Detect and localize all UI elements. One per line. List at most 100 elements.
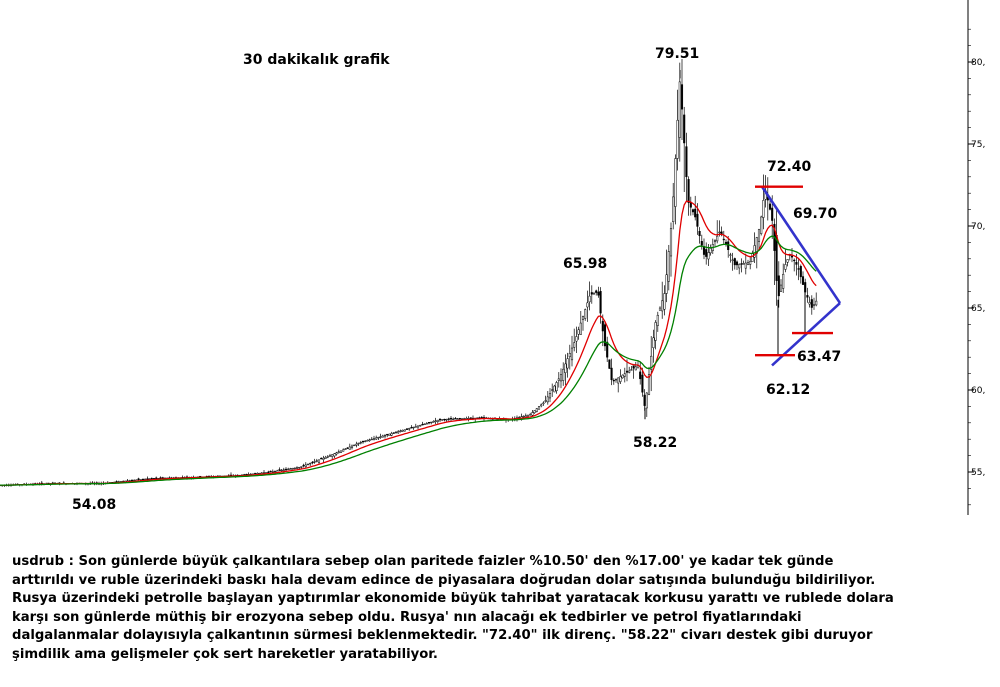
y-tick-label: 60, [971, 386, 985, 396]
price-label: 63.47 [797, 349, 841, 365]
candle [577, 326, 580, 340]
candle [777, 261, 780, 308]
candle [144, 478, 147, 481]
candle [713, 239, 717, 247]
candle [361, 440, 365, 444]
candle [656, 311, 659, 332]
candle [452, 417, 455, 421]
candle [337, 449, 340, 454]
candle [350, 444, 354, 450]
candle [742, 260, 745, 265]
candle [557, 372, 560, 388]
candle [328, 453, 332, 457]
candle [643, 389, 646, 411]
y-tick-label: 65, [971, 304, 985, 314]
candle [531, 410, 534, 417]
candle [672, 182, 675, 230]
analysis-line: arttırıldı ve ruble üzerindeki baskı hal… [12, 572, 876, 588]
candle [130, 479, 134, 482]
candle [694, 195, 697, 221]
price-label: 65.98 [563, 256, 607, 272]
candle [304, 462, 307, 469]
candle [445, 418, 448, 422]
candle [711, 238, 714, 255]
candle [377, 436, 380, 441]
candle [808, 296, 811, 308]
candle [383, 434, 387, 439]
candle [454, 417, 457, 420]
y-tick-label: 55, [971, 468, 985, 478]
candle [724, 239, 728, 247]
candle [419, 424, 422, 427]
candle [625, 359, 629, 382]
candle [441, 418, 444, 421]
candle [324, 455, 327, 459]
candle [408, 427, 411, 431]
candle [581, 315, 585, 331]
candle [425, 422, 428, 425]
candle [386, 433, 389, 438]
candle [793, 258, 796, 272]
candle [359, 440, 362, 445]
candle [753, 232, 756, 264]
candle [630, 365, 633, 371]
candle [399, 429, 402, 433]
candle [388, 433, 391, 436]
candle [434, 417, 437, 425]
candle [381, 434, 384, 438]
candle [524, 413, 527, 418]
price-label: 58.22 [633, 435, 677, 451]
candle [775, 208, 778, 306]
candle [405, 427, 409, 430]
candle [810, 295, 813, 315]
candle [397, 429, 400, 434]
candle [438, 417, 442, 423]
candle [546, 391, 549, 405]
candle [676, 89, 679, 171]
candle [779, 279, 783, 292]
candle [599, 287, 602, 324]
candle [709, 244, 712, 256]
candle [403, 429, 406, 432]
candle [716, 220, 719, 244]
candle [537, 405, 541, 410]
candle [315, 458, 318, 463]
candle [749, 256, 752, 270]
candle [529, 412, 532, 416]
candle [313, 458, 316, 464]
candle [665, 249, 668, 303]
candle [738, 263, 741, 275]
candle [575, 326, 578, 353]
candle [555, 380, 558, 394]
price-label: 79.51 [655, 46, 699, 62]
candle [542, 401, 545, 406]
candle [661, 281, 664, 319]
candle [436, 419, 439, 424]
candle [331, 454, 334, 460]
moving-average-slow [0, 235, 817, 486]
candle [733, 257, 736, 270]
candle [447, 417, 450, 421]
candle [639, 361, 642, 385]
analysis-text: usdrub : Son günlerde büyük çalkantılara… [12, 553, 987, 665]
candle [705, 242, 708, 265]
candle [414, 423, 417, 428]
candle [592, 291, 596, 295]
candle [590, 285, 593, 304]
candle [608, 359, 611, 369]
candle [568, 344, 571, 370]
candle [815, 292, 818, 307]
candle [335, 451, 338, 456]
price-label: 62.12 [766, 382, 810, 398]
candle [412, 426, 415, 430]
candle [731, 252, 734, 271]
candle [322, 455, 325, 463]
candle [760, 215, 763, 236]
candle [786, 258, 789, 267]
candle [392, 432, 395, 434]
candle [390, 431, 393, 437]
candle [628, 366, 631, 374]
candle [801, 271, 805, 285]
price-label: 69.70 [793, 206, 838, 222]
candle [311, 461, 314, 465]
